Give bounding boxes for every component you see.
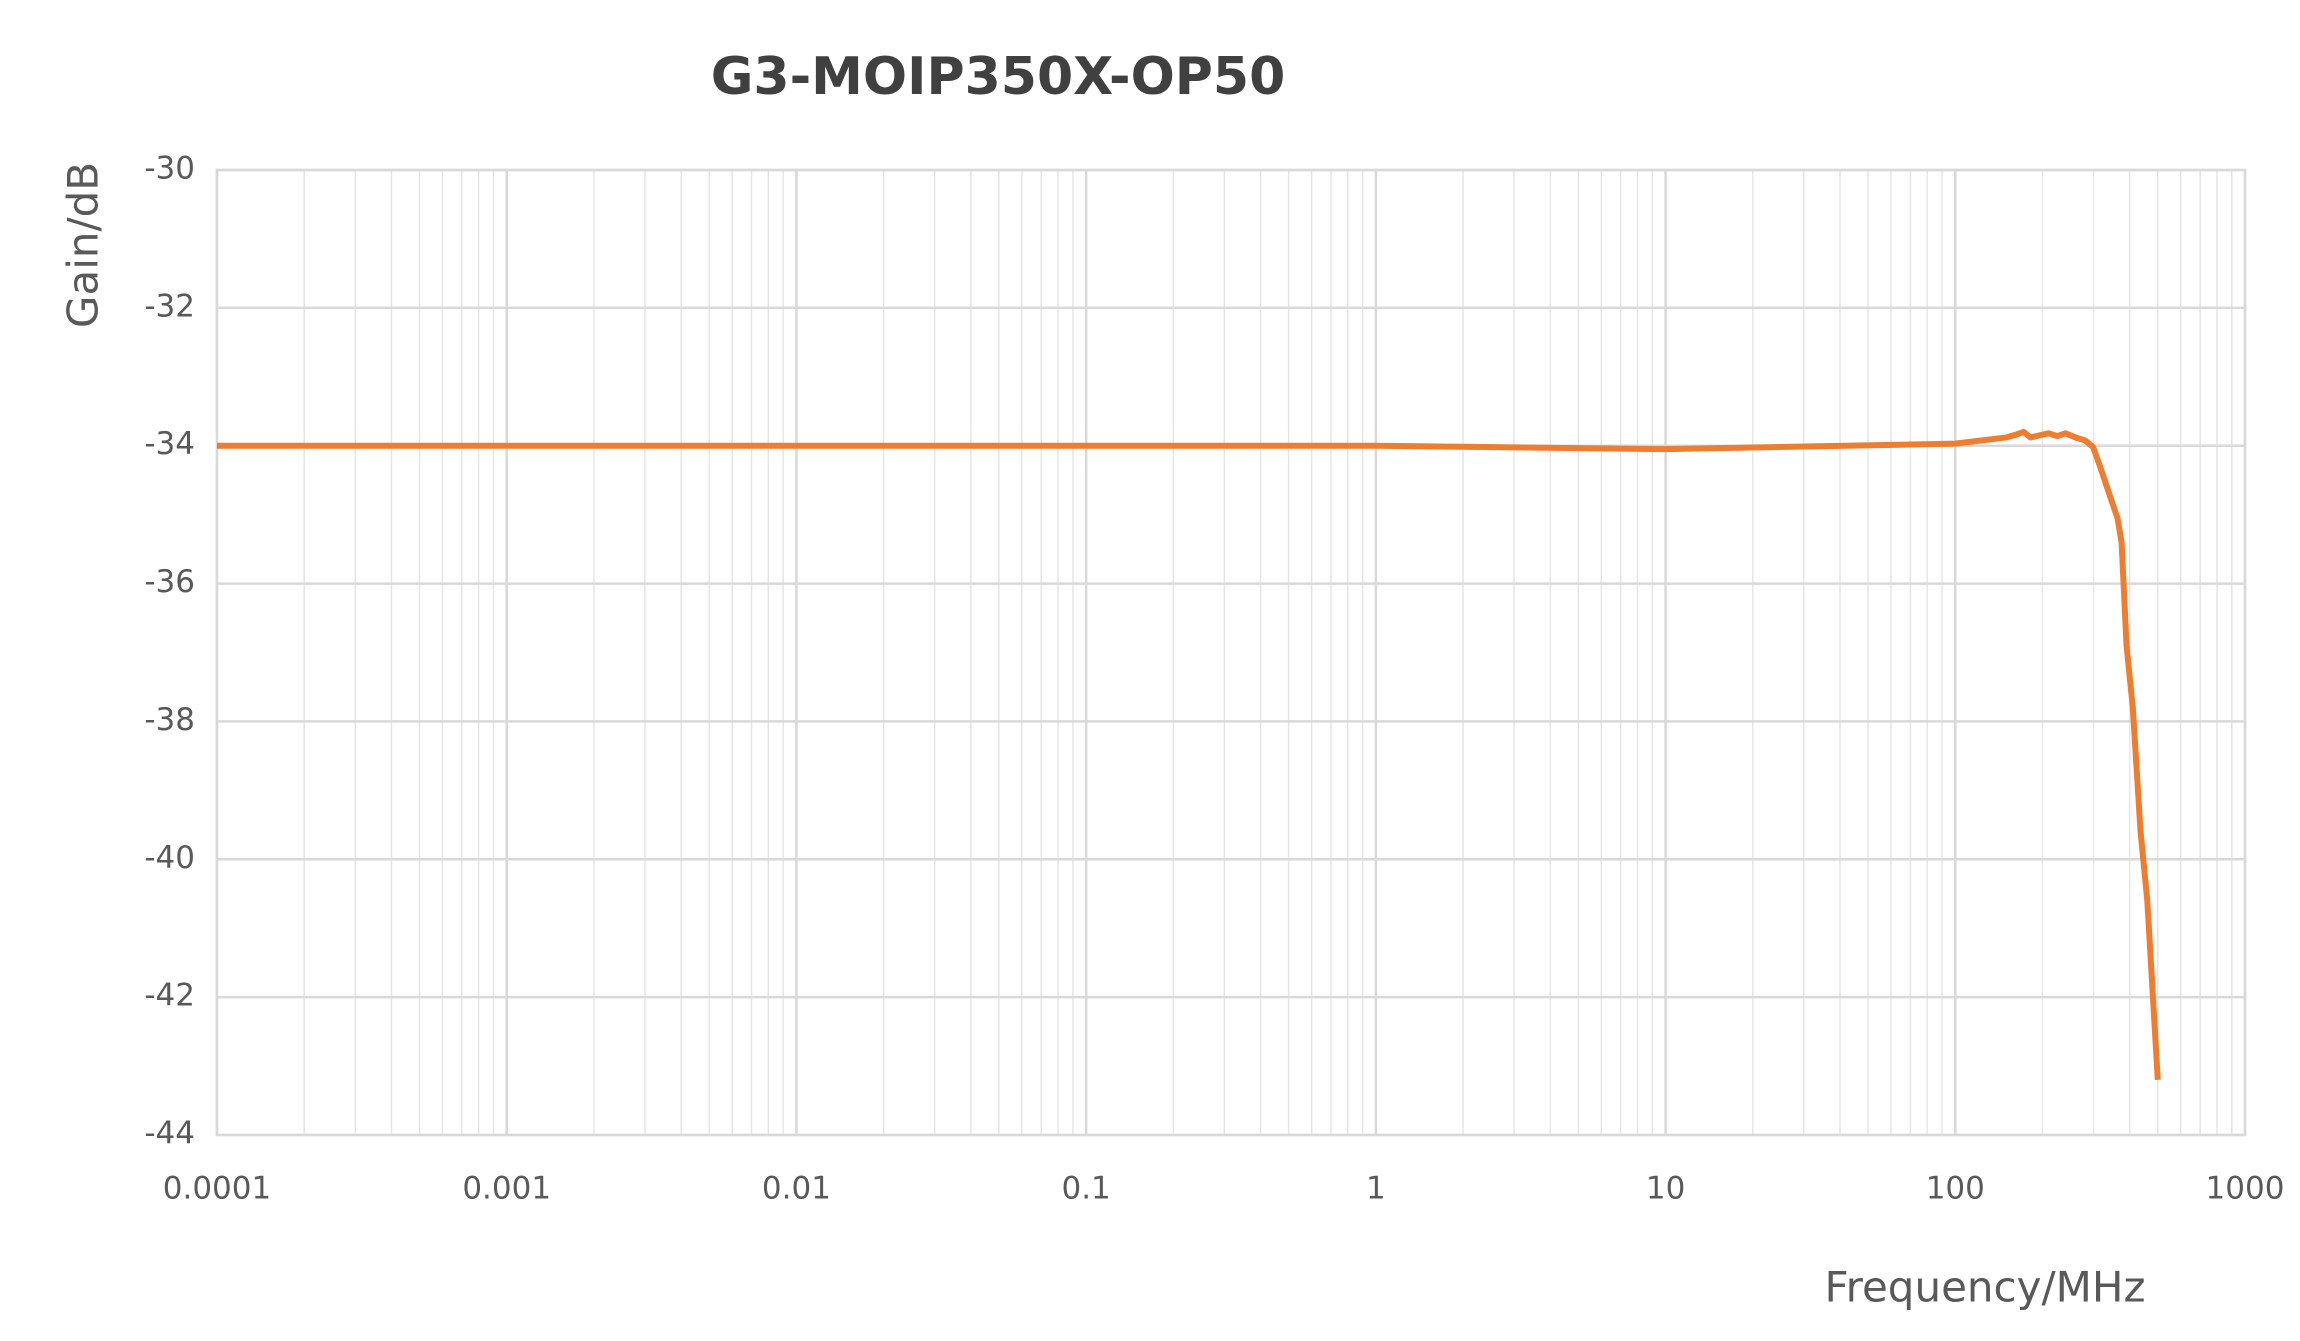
y-tick-label: -40 <box>144 840 195 876</box>
x-tick-label: 100 <box>1926 1171 1985 1207</box>
y-tick-label: -36 <box>144 564 195 600</box>
x-tick-label: 0.1 <box>1061 1171 1110 1207</box>
plot-border <box>215 168 2247 1137</box>
x-tick-label: 1 <box>1366 1171 1386 1207</box>
x-tick-label: 1000 <box>2206 1171 2285 1207</box>
x-tick-label: 0.001 <box>462 1171 551 1207</box>
x-tick-label: 0.0001 <box>163 1171 271 1207</box>
x-axis-label: Frequency/MHz <box>1825 1263 2146 1312</box>
y-tick-label: -30 <box>144 151 195 187</box>
y-axis-label: Gain/dB <box>59 162 108 328</box>
chart-title: G3-MOIP350X-OP50 <box>711 47 1286 107</box>
data-line <box>217 428 2161 1081</box>
x-tick-label: 0.01 <box>762 1171 831 1207</box>
y-tick-label: -38 <box>144 702 195 738</box>
y-tick-label: -32 <box>144 288 195 324</box>
y-tick-label: -44 <box>144 1116 195 1152</box>
x-tick-label: 10 <box>1646 1171 1685 1207</box>
y-tick-label: -34 <box>144 426 195 462</box>
y-tick-label: -42 <box>144 978 195 1014</box>
